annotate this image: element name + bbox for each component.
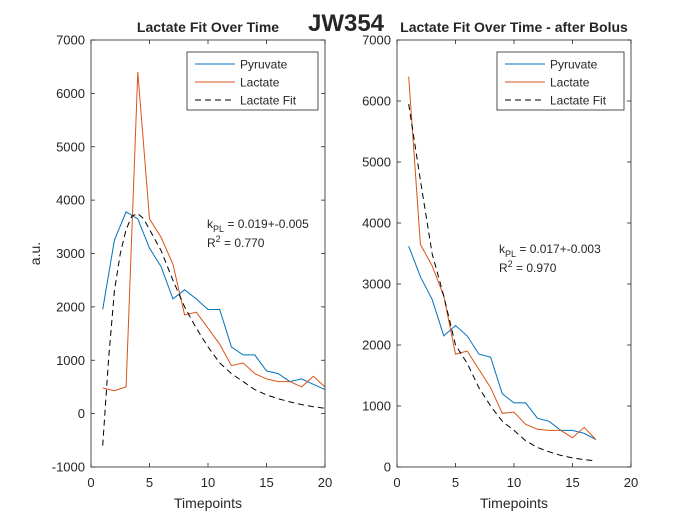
x-axis-label: Timepoints [174, 495, 242, 511]
kpl-subscript: PL [213, 224, 224, 234]
series-line-lactate-fit [408, 104, 596, 462]
y-tick-label: 6000 [56, 86, 85, 101]
r2-prefix: R [207, 236, 216, 250]
kpl-annotation: kPL = 0.017+-0.003 [499, 242, 601, 259]
kpl-subscript: PL [505, 249, 516, 259]
kpl-value: = 0.019+-0.005 [224, 217, 309, 231]
kpl-prefix: k [207, 217, 214, 231]
chart-title: Lactate Fit Over Time [137, 19, 279, 35]
y-tick-label: 3000 [362, 277, 391, 292]
y-tick-label: 5000 [56, 139, 85, 154]
legend-label: Pyruvate [550, 58, 598, 72]
series-line-lactate [408, 76, 597, 440]
x-tick-label: 20 [318, 475, 332, 490]
y-tick-label: 1000 [56, 353, 85, 368]
y-tick-label: 0 [384, 460, 391, 475]
x-tick-label: 5 [452, 475, 459, 490]
kpl-prefix: k [499, 242, 506, 256]
r2-annotation: R2 = 0.970 [499, 259, 557, 275]
r2-superscript: 2 [216, 234, 221, 244]
y-tick-label: 3000 [56, 246, 85, 261]
kpl-annotation: kPL = 0.019+-0.005 [207, 217, 309, 234]
y-tick-label: 6000 [362, 94, 391, 109]
x-tick-label: 0 [393, 475, 400, 490]
y-tick-label: 0 [78, 406, 85, 421]
legend-label: Lactate [550, 76, 590, 90]
plot-area [91, 40, 325, 467]
legend: Pyruvate Lactate Lactate Fit [496, 51, 625, 111]
y-tick-label: 2000 [362, 338, 391, 353]
legend: Pyruvate Lactate Lactate Fit [186, 51, 319, 111]
series-line-pyruvate [408, 246, 597, 441]
y-tick-label: 7000 [56, 33, 85, 48]
chart-panel-2: Lactate Fit Over Time - after Bolus 0 5 10 1… [362, 19, 638, 511]
y-tick-label: 4000 [362, 216, 391, 231]
x-tick-label: 20 [624, 475, 638, 490]
figure-super-title: JW354 [308, 10, 385, 37]
legend-box [186, 51, 319, 111]
x-tick-label: 10 [201, 475, 215, 490]
r2-annotation: R2 = 0.770 [207, 234, 265, 250]
y-tick-label: 5000 [362, 155, 391, 170]
legend-label: Lactate Fit [240, 94, 297, 108]
y-tick-label: 4000 [56, 193, 85, 208]
y-tick-label: 1000 [362, 399, 391, 414]
plot-area [397, 40, 631, 467]
r2-superscript: 2 [508, 259, 513, 269]
series-line-pyruvate [102, 211, 326, 391]
x-tick-label: 15 [259, 475, 273, 490]
legend-label: Lactate Fit [550, 94, 607, 108]
x-tick-label: 10 [507, 475, 521, 490]
x-tick-label: 15 [565, 475, 579, 490]
r2-value: = 0.970 [513, 261, 557, 275]
r2-value: = 0.770 [221, 236, 265, 250]
legend-label: Lactate [240, 76, 280, 90]
chart-title: Lactate Fit Over Time - after Bolus [400, 19, 628, 35]
series-line-lactate-fit [102, 212, 326, 446]
legend-label: Pyruvate [240, 58, 288, 72]
x-axis-label: Timepoints [480, 495, 548, 511]
series-line-lactate [102, 71, 326, 392]
x-tick-label: 5 [146, 475, 153, 490]
y-tick-label: -1000 [52, 460, 85, 475]
y-tick-label: 2000 [56, 299, 85, 314]
r2-prefix: R [499, 261, 508, 275]
y-tick-label: 7000 [362, 33, 391, 48]
y-axis-label: a.u. [27, 242, 43, 265]
kpl-value: = 0.017+-0.003 [516, 242, 601, 256]
x-tick-label: 0 [87, 475, 94, 490]
